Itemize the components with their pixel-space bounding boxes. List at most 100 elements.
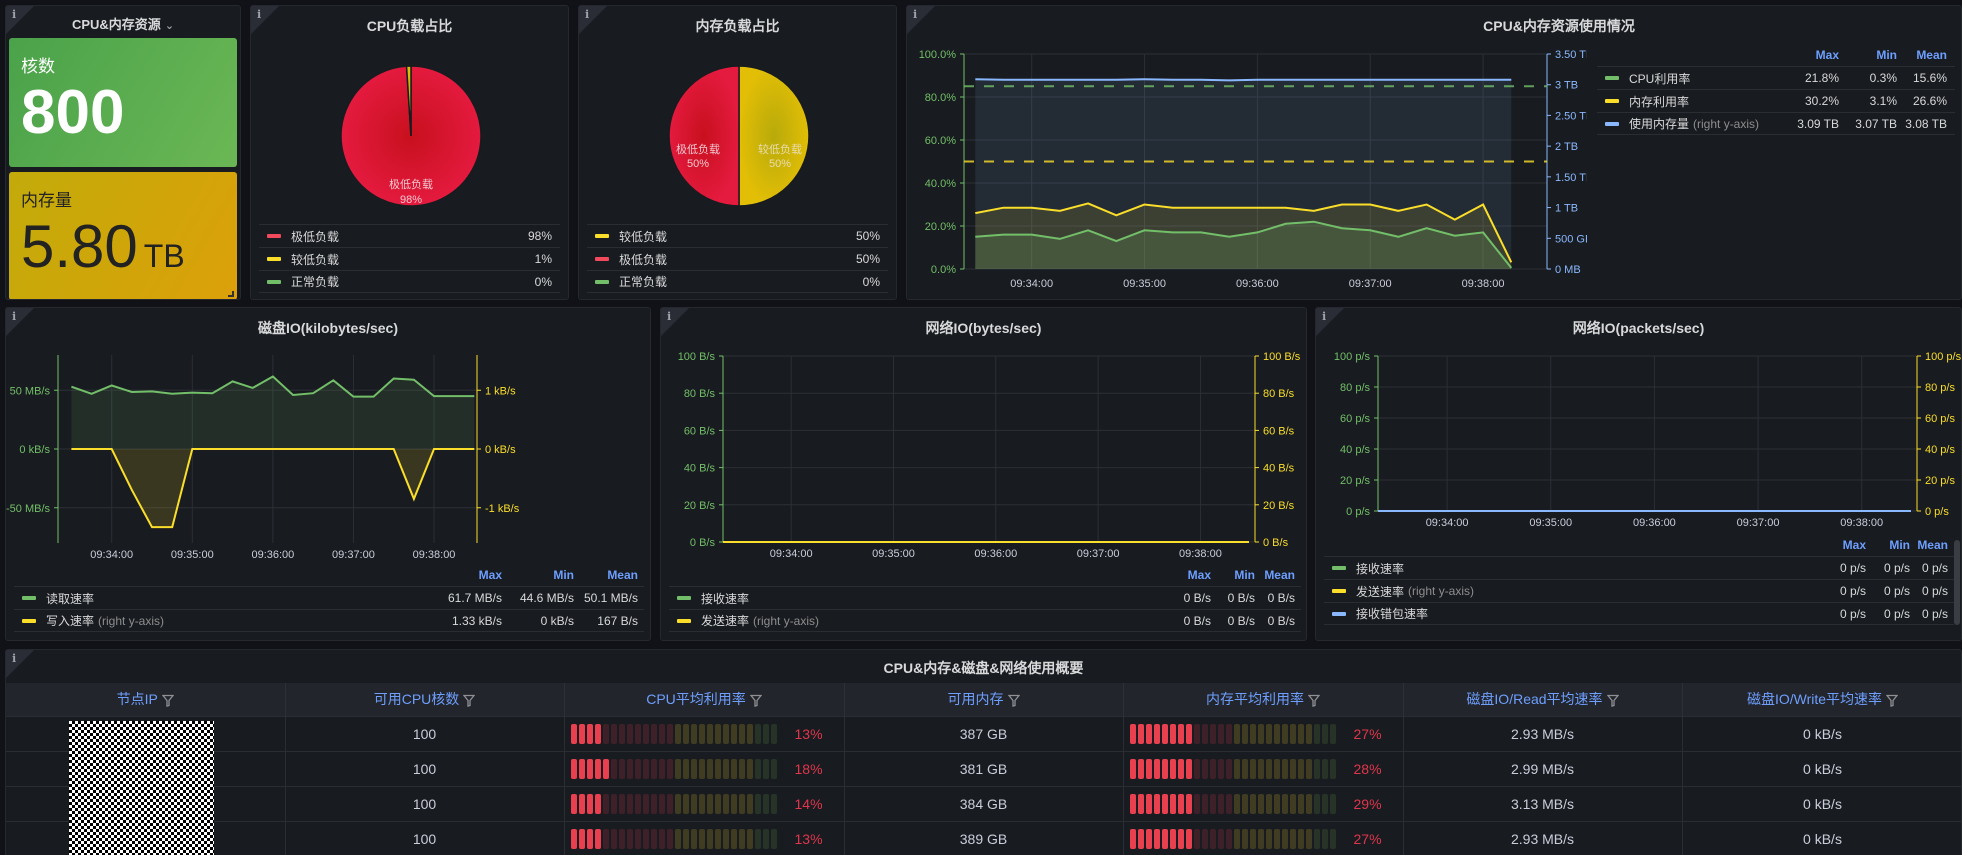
legend-item[interactable]: 正常负载 0% xyxy=(259,270,560,293)
info-icon[interactable]: i xyxy=(667,310,672,323)
panel-title[interactable]: CPU&内存资源使用情况 xyxy=(1483,18,1635,34)
gauge-cell xyxy=(1193,793,1200,814)
legend-header-max[interactable]: Max xyxy=(1187,568,1211,582)
legend-header-max[interactable]: Max xyxy=(1815,48,1839,62)
cpu-util-value: 18% xyxy=(794,760,823,777)
usage-chart[interactable]: 0.0% 20.0% 40.0% 60.0% 80.0% 100.0% 0 MB 500 GB… xyxy=(907,6,1587,296)
y2-tick-label: 20 p/s xyxy=(1925,475,1955,487)
gauge-cell xyxy=(1313,828,1320,849)
panel-title[interactable]: CPU&内存资源 ⌄ xyxy=(6,6,240,42)
legend-header-min[interactable]: Min xyxy=(1876,48,1897,62)
gauge-cell xyxy=(1273,758,1280,779)
mem-util-value: 29% xyxy=(1353,795,1382,812)
column-header-cpu-util[interactable]: CPU平均利用率 xyxy=(564,683,845,716)
gauge-cell xyxy=(706,793,713,814)
table-row[interactable]: 100 13% 389 GB 27% 2.93 MB/s 0 kB/s xyxy=(6,820,1961,855)
column-header-disk-write[interactable]: 磁盘IO/Write平均速率 xyxy=(1682,683,1961,716)
filter-icon[interactable] xyxy=(1007,694,1020,707)
legend-item[interactable]: 发送速率 (right y-axis) 0 p/s 0 p/s 0 p/s xyxy=(1324,579,1954,602)
filter-icon[interactable] xyxy=(1886,694,1899,707)
gauge-cell xyxy=(1153,723,1160,744)
legend-header-mean[interactable]: Mean xyxy=(1264,568,1295,582)
legend-header-max[interactable]: Max xyxy=(1842,538,1866,552)
series-line xyxy=(71,375,475,398)
filter-icon[interactable] xyxy=(161,694,174,707)
filter-icon[interactable] xyxy=(749,694,762,707)
legend-swatch xyxy=(22,618,36,623)
legend-header-max[interactable]: Max xyxy=(478,568,502,582)
legend-item[interactable]: 接收速率 0 p/s 0 p/s 0 p/s xyxy=(1324,556,1954,579)
legend-header-mean[interactable]: Mean xyxy=(1917,538,1948,552)
panel-title[interactable]: CPU&内存&磁盘&网络使用概要 xyxy=(883,660,1084,676)
info-icon[interactable]: i xyxy=(913,8,918,21)
pie-legend: 较低负载 50% 极低负载 50% 正常负载 0% xyxy=(587,224,888,293)
legend-item[interactable]: 接收速率 0 B/s 0 B/s 0 B/s xyxy=(669,586,1301,609)
legend-item[interactable]: 内存利用率 30.2% 3.1% 26.6% xyxy=(1597,89,1955,112)
legend-item[interactable]: CPU利用率 21.8% 0.3% 15.6% xyxy=(1597,66,1955,89)
column-header-memory[interactable]: 可用内存 xyxy=(844,683,1124,716)
legend-item[interactable]: 写入速率 (right y-axis) 1.33 kB/s 0 kB/s 167 B/s xyxy=(14,609,644,632)
legend-min: 3.1% xyxy=(1869,94,1897,108)
legend-item[interactable]: 较低负载 50% xyxy=(587,224,888,247)
info-icon[interactable]: i xyxy=(12,8,17,21)
cpu-util-value: 13% xyxy=(794,725,823,742)
column-header-cpu-cores[interactable]: 可用CPU核数 xyxy=(285,683,565,716)
info-icon[interactable]: i xyxy=(257,8,262,21)
info-icon[interactable]: i xyxy=(12,652,17,665)
panel-title[interactable]: 内存负载占比 xyxy=(695,18,780,34)
gauge-cell xyxy=(1321,793,1328,814)
filter-icon[interactable] xyxy=(1606,694,1619,707)
legend-header-mean[interactable]: Mean xyxy=(607,568,638,582)
gauge-cell xyxy=(1329,758,1336,779)
disk-io-chart[interactable]: -50 MB/s 0 kB/s 50 MB/s -1 kB/s 0 kB/s 1 kB/s… xyxy=(6,308,651,570)
panel-title[interactable]: CPU负载占比 xyxy=(366,18,453,34)
redacted-node-ip-image xyxy=(69,721,214,855)
legend-item[interactable]: 使用内存量 (right y-axis) 3.09 TB 3.07 TB 3.08 TB xyxy=(1597,112,1955,135)
filter-icon[interactable] xyxy=(463,694,476,707)
legend-header-min[interactable]: Min xyxy=(1234,568,1255,582)
legend-item[interactable]: 正常负载 0% xyxy=(587,270,888,293)
gauge-cell xyxy=(682,828,689,849)
legend-swatch xyxy=(1332,566,1346,570)
gauge-cell xyxy=(1281,828,1288,849)
table-row[interactable]: 100 14% 384 GB 29% 3.13 MB/s 0 kB/s xyxy=(6,785,1961,821)
legend-item[interactable]: 极低负载 98% xyxy=(259,224,560,247)
legend-header-mean[interactable]: Mean xyxy=(1916,48,1947,62)
gauge-cell xyxy=(1209,723,1216,744)
panel-title[interactable]: 磁盘IO(kilobytes/sec) xyxy=(257,320,399,336)
info-corner xyxy=(579,6,607,34)
legend-item[interactable]: 极低负载 50% xyxy=(587,247,888,270)
legend-item[interactable]: 较低负载 1% xyxy=(259,247,560,270)
gauge-cell xyxy=(690,828,697,849)
legend-item[interactable]: 发送速率 (right y-axis) 0 B/s 0 B/s 0 B/s xyxy=(669,609,1301,632)
cpu-util-gauge xyxy=(570,793,777,814)
table-row[interactable]: 100 13% 387 GB 27% 2.93 MB/s 0 kB/s xyxy=(6,715,1961,751)
panel-title[interactable]: 网络IO(bytes/sec) xyxy=(925,320,1042,336)
info-icon[interactable]: i xyxy=(585,8,590,21)
gauge-cell xyxy=(1233,828,1240,849)
filter-icon[interactable] xyxy=(1308,694,1320,707)
y2-tick-label: 500 GB xyxy=(1555,233,1587,245)
legend-scrollbar[interactable] xyxy=(1954,540,1960,625)
net-packets-chart[interactable]: 0 p/s 20 p/s 40 p/s 60 p/s 80 p/s 100 p/s 0 p/… xyxy=(1316,308,1962,538)
gauge-cell xyxy=(754,723,761,744)
info-icon[interactable]: i xyxy=(12,310,17,323)
gauge-cell xyxy=(1137,793,1144,814)
chevron-down-icon[interactable]: ⌄ xyxy=(164,20,175,32)
resize-handle[interactable] xyxy=(228,291,234,297)
panel-title[interactable]: 网络IO(packets/sec) xyxy=(1572,320,1705,336)
series-area xyxy=(975,79,1512,269)
gauge-cell xyxy=(586,793,593,814)
info-corner xyxy=(6,6,34,34)
legend-header-min[interactable]: Min xyxy=(1889,538,1910,552)
net-bytes-chart[interactable]: 0 B/s 20 B/s 40 B/s 60 B/s 80 B/s 100 B/s 0 B/… xyxy=(661,308,1307,570)
legend-header-min[interactable]: Min xyxy=(553,568,574,582)
column-header-node-ip[interactable]: 节点IP xyxy=(6,683,286,716)
table-row[interactable]: 100 18% 381 GB 28% 2.99 MB/s 0 kB/s xyxy=(6,750,1961,786)
column-header-mem-util[interactable]: 内存平均利用率 xyxy=(1123,683,1404,716)
info-icon[interactable]: i xyxy=(1322,310,1327,323)
gauge-cell xyxy=(1169,828,1176,849)
legend-item[interactable]: 接收错包速率 0 p/s 0 p/s 0 p/s xyxy=(1324,602,1954,625)
column-header-disk-read[interactable]: 磁盘IO/Read平均速率 xyxy=(1403,683,1683,716)
legend-item[interactable]: 读取速率 61.7 MB/s 44.6 MB/s 50.1 MB/s xyxy=(14,586,644,609)
